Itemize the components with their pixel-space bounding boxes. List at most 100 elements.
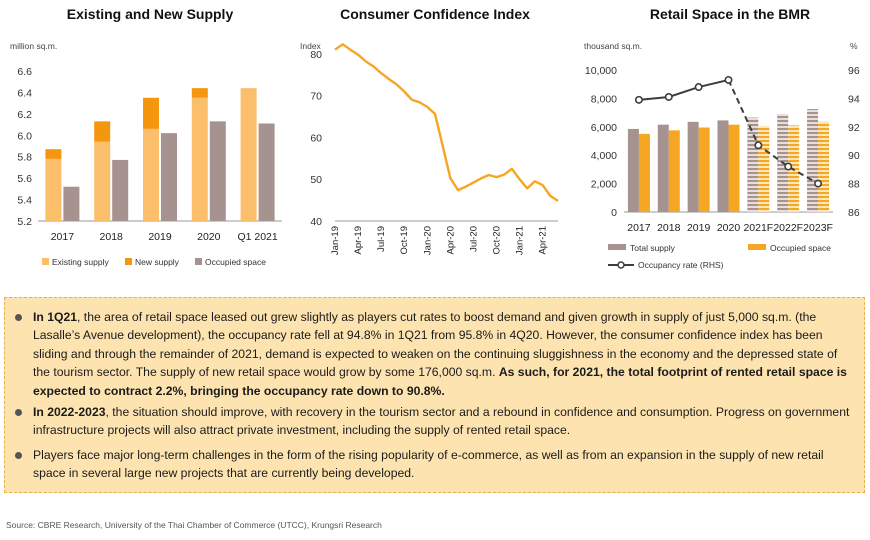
occupancy-rate-point — [814, 179, 823, 188]
bullet-text: , the area of retail space leased out gr… — [33, 310, 838, 380]
legend-marker — [617, 261, 625, 269]
occupied-space-bar — [258, 123, 275, 221]
occupied-space-bar — [638, 133, 650, 212]
y-tick-label: 6.0 — [17, 130, 32, 142]
x-tick-label: Apr-20 — [445, 226, 456, 255]
existing-supply-bar — [94, 141, 111, 221]
occupied-space-bar — [728, 124, 740, 212]
occupancy-rate-line-actual — [638, 78, 729, 101]
y-tick-label: 6.2 — [17, 109, 32, 121]
x-tick-label: 2021F — [743, 222, 773, 234]
bullet-text: Players face major long-term challenges … — [33, 448, 824, 481]
y-axis-label: thousand sq.m. — [584, 41, 642, 51]
y-tick-label: 5.6 — [17, 173, 32, 185]
x-tick-label: 2018 — [100, 231, 124, 243]
total-supply-bar — [627, 128, 639, 212]
occupancy-rate-point — [724, 75, 733, 84]
legend-label: New supply — [135, 257, 180, 267]
bullet-dot-icon — [15, 452, 22, 459]
bullet-bold-text: In 1Q21 — [33, 310, 78, 324]
existing-supply-bar — [191, 97, 208, 221]
existing-new-supply-chart: million sq.m. 5.2 5.4 5.6 5.8 6.0 6.2 6.4 6.6 201… — [10, 41, 282, 267]
bullet-2: In 2022-2023, the situation should impro… — [15, 403, 854, 440]
occupied-space-bar — [209, 121, 226, 221]
y2-tick-label: 88 — [848, 179, 860, 191]
occupied-space-bar — [668, 130, 680, 212]
x-tick-label: 2017 — [51, 231, 75, 243]
x-tick-label: Apr-21 — [538, 226, 549, 255]
total-supply-bar — [657, 124, 669, 212]
x-tick-label: 2023F — [803, 222, 833, 234]
legend-swatch — [608, 244, 626, 250]
retail-space-bmr-chart: thousand sq.m. % 0 2,000 4,000 6,000 8,000 10,0… — [584, 41, 860, 270]
y-tick-label: 6.4 — [17, 87, 32, 99]
total-supply-bar — [687, 121, 699, 212]
x-tick-label: 2019 — [148, 231, 172, 243]
y-tick-label: 4,000 — [591, 150, 617, 162]
legend-swatch — [42, 258, 49, 265]
occupancy-rate-point — [634, 95, 643, 104]
y-tick-label: 70 — [310, 91, 322, 103]
chart3-title: Retail Space in the BMR — [649, 6, 811, 22]
occupied-space-bar — [698, 127, 710, 212]
y-tick-label: 5.8 — [17, 152, 32, 164]
bullet-3: Players face major long-term challenges … — [15, 446, 854, 483]
occupancy-rate-point — [664, 92, 673, 101]
y-axis-label: Index — [300, 41, 322, 51]
legend-swatch — [125, 258, 132, 265]
x-tick-label: Oct-19 — [399, 226, 410, 255]
chart1-title: Existing and New Supply — [66, 6, 234, 22]
legend-label: Total supply — [630, 243, 676, 253]
y2-axis-label: % — [850, 41, 858, 51]
x-tick-label: Jan-21 — [515, 226, 526, 255]
y2-tick-label: 86 — [848, 207, 860, 219]
x-tick-label: Oct-20 — [491, 226, 502, 255]
occupancy-rate-point — [784, 162, 793, 171]
occupancy-rate-line-forecast — [727, 79, 819, 185]
x-tick-label: 2020 — [197, 231, 221, 243]
bullet-1: In 1Q21, the area of retail space leased… — [15, 308, 854, 400]
x-tick-label: Q1 2021 — [237, 231, 277, 243]
bullet-bold-text: As such, for 2021, the total footprint o… — [33, 365, 847, 398]
y2-tick-label: 90 — [848, 150, 860, 162]
x-tick-label: 2019 — [687, 222, 711, 234]
bullet-dot-icon — [15, 409, 22, 416]
chart2-title: Consumer Confidence Index — [340, 6, 530, 22]
x-tick-label: 2017 — [627, 222, 651, 234]
x-tick-label: Jul-20 — [468, 226, 479, 252]
total-supply-bar — [717, 120, 729, 212]
y2-tick-label: 94 — [848, 93, 860, 105]
occupancy-rate-point — [694, 83, 703, 92]
occupied-space-bar — [818, 121, 830, 212]
y2-tick-label: 92 — [848, 122, 860, 134]
legend-label: Occupied space — [205, 257, 266, 267]
summary-box: In 1Q21, the area of retail space leased… — [4, 297, 865, 493]
new-supply-bar — [143, 97, 159, 129]
bullet-text: , the situation should improve, with rec… — [33, 405, 850, 438]
x-tick-label: Jan-20 — [422, 226, 433, 255]
legend-label: Occupancy rate (RHS) — [638, 260, 724, 270]
y-tick-label: 80 — [310, 49, 322, 61]
bullet-bold-text: In 2022-2023 — [33, 405, 106, 419]
confidence-index-line — [334, 43, 559, 202]
y-axis-label: million sq.m. — [10, 41, 57, 51]
y-tick-label: 5.2 — [17, 216, 32, 228]
existing-supply-bar — [45, 158, 62, 221]
y-tick-label: 6.6 — [17, 66, 32, 78]
legend-label: Occupied space — [770, 243, 831, 253]
x-tick-label: Jul-19 — [376, 226, 387, 252]
total-supply-bar — [807, 109, 819, 212]
legend-swatch — [748, 244, 766, 250]
y-tick-label: 10,000 — [585, 65, 617, 77]
existing-supply-bar — [240, 88, 257, 222]
x-tick-label: 2018 — [657, 222, 681, 234]
y-tick-label: 50 — [310, 174, 322, 186]
legend-label: Existing supply — [52, 257, 109, 267]
total-supply-bar — [747, 117, 759, 212]
consumer-confidence-chart: Index 40 50 60 70 80 Jan-19 Apr-19 Jul-19 Oct-19 J… — [300, 41, 559, 255]
occupied-space-bar — [112, 159, 129, 221]
y-tick-label: 6,000 — [591, 122, 617, 134]
source-note: Source: CBRE Research, University of the… — [6, 520, 382, 530]
new-supply-bar — [94, 121, 111, 142]
y-tick-label: 2,000 — [591, 179, 617, 191]
